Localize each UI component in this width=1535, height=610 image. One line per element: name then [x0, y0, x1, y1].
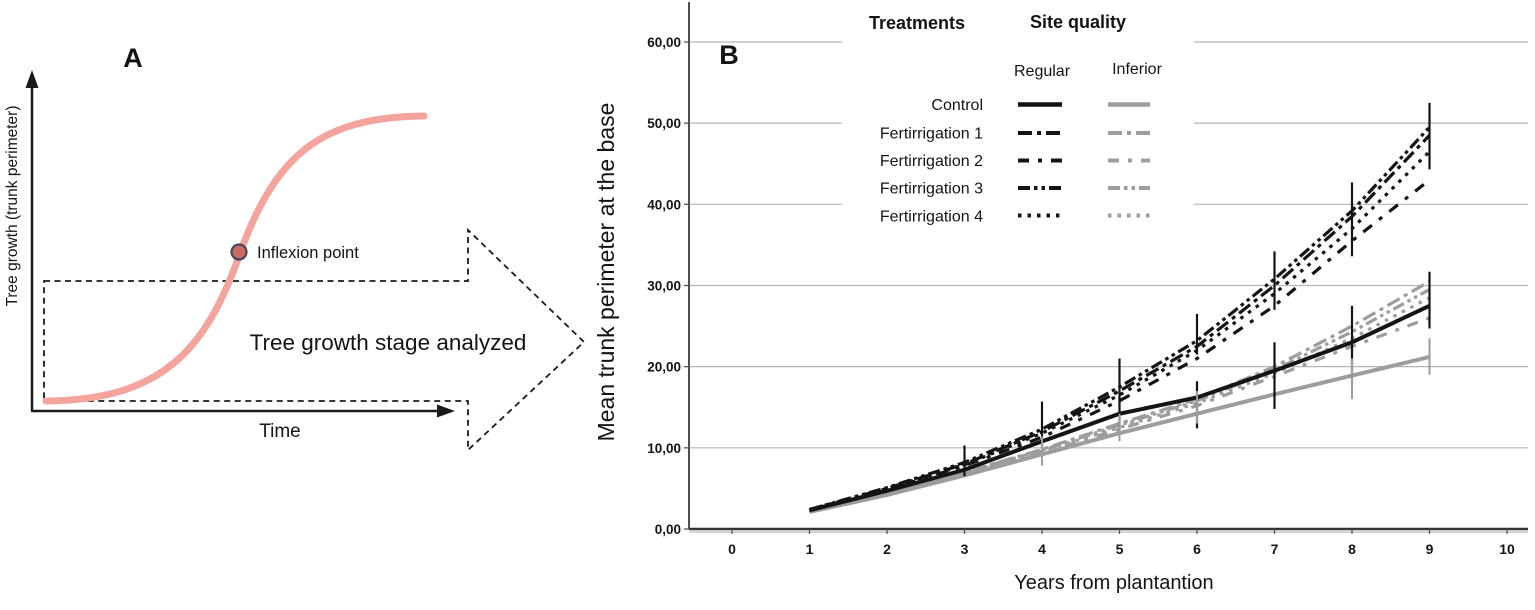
y-tick-label: 0,00 — [655, 522, 681, 537]
legend-site-inferior: Inferior — [1112, 61, 1162, 78]
x-tick-label: 10 — [1499, 541, 1515, 557]
x-tick-label: 6 — [1193, 541, 1201, 557]
x-tick-label: 1 — [806, 541, 814, 557]
x-tick-label: 8 — [1348, 541, 1356, 557]
panel-a-x-axis-arrowhead — [437, 404, 455, 418]
series-fertirrigation-1-regular — [809, 134, 1431, 512]
legend-treatment-label-control: Control — [931, 97, 983, 114]
y-axis-title: Mean trunk perimeter at the base — [593, 103, 619, 442]
panel-b-label: B — [719, 40, 739, 70]
x-tick-label: 0 — [728, 541, 736, 557]
growth-stage-arrow-outline — [43, 227, 586, 453]
chart-axes — [684, 2, 1528, 534]
chart-error-bars — [963, 102, 1431, 477]
x-tick-label: 9 — [1426, 541, 1434, 557]
panel-b: Treatments Site quality Regular Inferior… — [593, 0, 1528, 594]
panel-a-label: A — [123, 43, 143, 73]
panel-a: A Tree growth (trunk perimeter) Time Inf… — [4, 43, 586, 453]
legend-treatment-label-fert2: Fertirrigation 2 — [880, 153, 983, 170]
y-tick-label: 40,00 — [647, 197, 681, 212]
x-tick-label: 4 — [1038, 541, 1046, 557]
x-tick-label: 5 — [1116, 541, 1124, 557]
inflexion-point-marker — [230, 243, 248, 261]
growth-stage-arrow-label: Tree growth stage analyzed — [250, 330, 527, 355]
panel-a-y-axis-label: Tree growth (trunk perimeter) — [4, 106, 21, 307]
y-tick-label: 20,00 — [647, 360, 681, 375]
y-tick-label: 50,00 — [647, 116, 681, 131]
legend-treatment-label-fert1: Fertirrigation 1 — [880, 126, 983, 143]
x-tick-label: 2 — [883, 541, 891, 557]
y-tick-label: 30,00 — [647, 278, 681, 293]
chart-tick-labels: 0,00 10,00 20,00 30,00 40,00 50,00 60,00 0 1 2 3 4 5… — [647, 35, 1515, 557]
legend-swatches — [1018, 102, 1150, 218]
legend-background — [842, 0, 1194, 236]
inflexion-point-label: Inflexion point — [257, 244, 359, 262]
x-tick-label: 7 — [1271, 541, 1279, 557]
y-tick-label: 10,00 — [647, 441, 681, 456]
legend: Treatments Site quality Regular Inferior… — [842, 0, 1194, 236]
legend-treatments-header: Treatments — [869, 13, 965, 33]
panel-a-y-axis-arrowhead — [25, 70, 39, 88]
legend-treatment-label-fert4: Fertirrigation 4 — [880, 209, 983, 226]
legend-site-quality-header: Site quality — [1030, 12, 1126, 32]
y-tick-label: 60,00 — [647, 35, 681, 50]
panel-a-x-axis-label: Time — [259, 421, 301, 442]
series-fertirrigation-4-regular — [809, 150, 1431, 512]
legend-site-regular: Regular — [1014, 63, 1071, 80]
x-tick-label: 3 — [961, 541, 969, 557]
legend-treatment-label-fert3: Fertirrigation 3 — [880, 181, 983, 198]
x-axis-title: Years from plantantion — [1014, 572, 1213, 594]
